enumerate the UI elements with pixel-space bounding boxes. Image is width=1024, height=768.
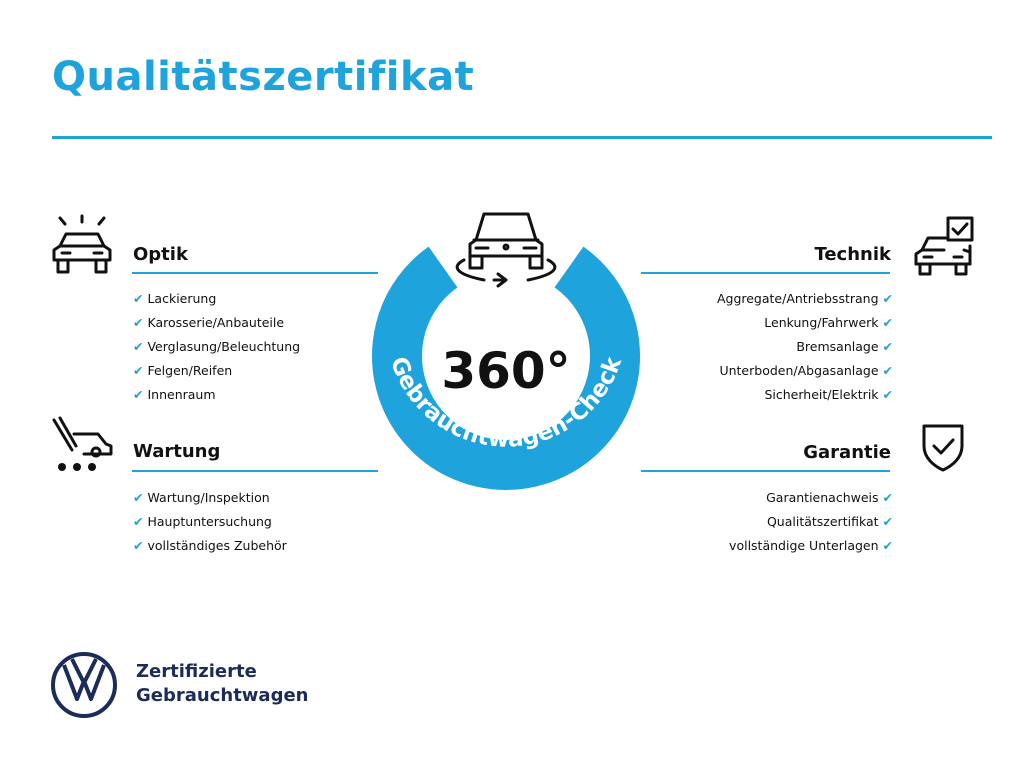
section-title-technik: Technik [814, 244, 891, 265]
degree-label: 360° [441, 342, 570, 400]
list-item: Lenkung/Fahrwerk ✔ [764, 315, 893, 330]
page-title: Qualitätszertifikat [52, 54, 475, 100]
garantie-list: Garantienachweis ✔ Qualitätszertifikat ✔… [641, 486, 893, 558]
wartung-list: ✔ Wartung/Inspektion ✔ Hauptuntersuchung… [133, 486, 287, 558]
list-item: Garantienachweis ✔ [766, 490, 893, 505]
check-icon: ✔ [133, 490, 144, 505]
check-icon: ✔ [133, 339, 144, 354]
title-divider [52, 136, 992, 139]
car-rotate-icon [455, 212, 557, 288]
list-item: ✔ Verglasung/Beleuchtung [133, 339, 301, 354]
check-icon: ✔ [133, 363, 144, 378]
check-icon: ✔ [133, 291, 144, 306]
list-item: Sicherheit/Elektrik ✔ [764, 387, 893, 402]
list-item: Qualitätszertifikat ✔ [766, 514, 893, 529]
technik-list: Aggregate/Antriebsstrang ✔ Lenkung/Fahrw… [641, 287, 893, 407]
check-icon: ✔ [133, 387, 144, 402]
list-item: ✔ Wartung/Inspektion [133, 490, 270, 505]
list-item: Bremsanlage ✔ [796, 339, 893, 354]
list-item: vollständige Unterlagen ✔ [729, 538, 893, 553]
list-item: Unterboden/Abgasanlage ✔ [719, 363, 893, 378]
check-icon: ✔ [882, 363, 893, 378]
section-title-garantie: Garantie [803, 442, 891, 463]
list-item: ✔ vollständiges Zubehör [133, 538, 287, 553]
section-title-optik: Optik [133, 244, 188, 265]
360-check-badge: 360° Gebrauchtwagen-Check [372, 212, 640, 490]
list-item: ✔ Felgen/Reifen [133, 363, 233, 378]
optik-list: ✔ Lackierung ✔ Karosserie/Anbauteile ✔ V… [133, 287, 300, 407]
check-icon: ✔ [882, 490, 893, 505]
car-service-icon [52, 416, 113, 471]
list-item: ✔ Karosserie/Anbauteile [133, 315, 285, 330]
shield-check-icon [922, 424, 964, 472]
list-item: ✔ Innenraum [133, 387, 216, 402]
check-icon: ✔ [133, 315, 144, 330]
check-icon: ✔ [133, 538, 144, 553]
check-icon: ✔ [882, 538, 893, 553]
section-line [132, 470, 378, 472]
vw-logo [51, 652, 117, 718]
check-icon: ✔ [133, 514, 144, 529]
list-item: ✔ Hauptuntersuchung [133, 514, 272, 529]
car-shine-icon [52, 214, 112, 274]
check-icon: ✔ [882, 339, 893, 354]
section-line [641, 272, 890, 274]
section-line [132, 272, 378, 274]
check-icon: ✔ [882, 315, 893, 330]
list-item: ✔ Lackierung [133, 291, 217, 306]
ring [372, 246, 640, 490]
check-icon: ✔ [882, 291, 893, 306]
check-icon: ✔ [882, 387, 893, 402]
section-line [641, 470, 890, 472]
car-checklist-icon [914, 216, 974, 276]
section-title-wartung: Wartung [133, 441, 221, 462]
list-item: Aggregate/Antriebsstrang ✔ [716, 291, 893, 306]
brand-text: Zertifizierte Gebrauchtwagen [136, 661, 309, 706]
check-icon: ✔ [882, 514, 893, 529]
